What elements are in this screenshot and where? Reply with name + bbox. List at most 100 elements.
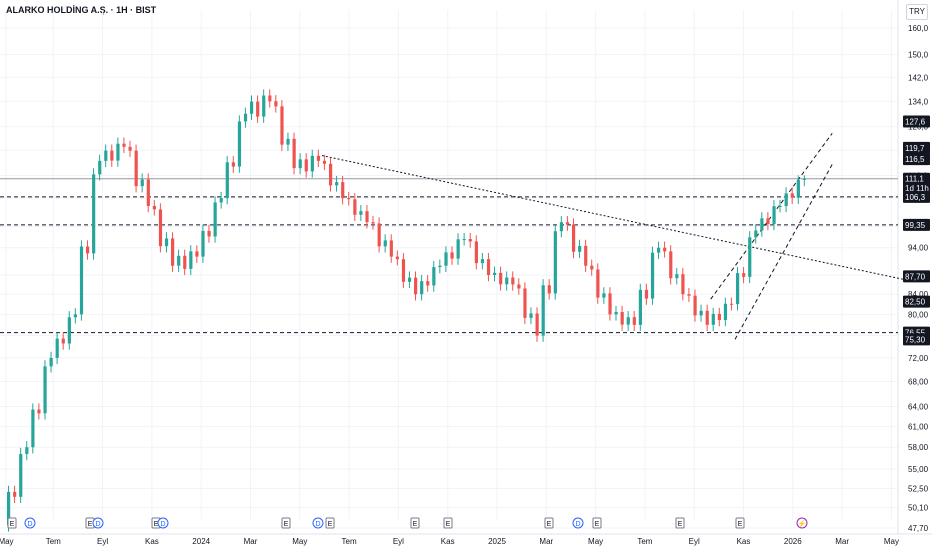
candle xyxy=(620,311,624,325)
dividend-marker[interactable]: D xyxy=(572,517,584,529)
candle xyxy=(347,198,351,200)
candle xyxy=(681,274,685,295)
candle xyxy=(493,272,497,275)
candle xyxy=(632,317,636,325)
event-marker[interactable]: ⚡ xyxy=(796,517,808,529)
candle xyxy=(195,251,199,257)
earnings-icon xyxy=(675,517,685,529)
marker-label: D xyxy=(27,521,32,528)
candle xyxy=(152,205,156,210)
price-tag-label: 111,1 xyxy=(905,175,924,184)
candle xyxy=(158,209,163,247)
trendlines xyxy=(321,133,906,340)
candle xyxy=(104,150,108,161)
candle xyxy=(341,182,345,199)
y-tick-label: 52,50 xyxy=(908,484,929,493)
marker-label: E xyxy=(413,521,418,528)
candle xyxy=(79,246,84,315)
x-tick-label: Mar xyxy=(539,537,553,546)
candle xyxy=(699,310,703,316)
candle xyxy=(760,218,764,231)
candle xyxy=(596,269,600,298)
candle xyxy=(802,178,807,180)
earnings-marker[interactable]: E xyxy=(735,517,745,529)
candle xyxy=(553,231,557,294)
earnings-marker[interactable]: E xyxy=(443,517,453,529)
time-axis[interactable]: May Tem Eyl Kas 2024 Mar May Tem Eyl Kas 2025 Mar Ma… xyxy=(0,537,899,546)
earnings-marker[interactable]: E xyxy=(544,517,554,529)
earnings-icon xyxy=(735,517,745,529)
candle xyxy=(729,303,734,305)
candle xyxy=(122,143,126,147)
candle xyxy=(219,198,223,203)
grid xyxy=(0,0,932,535)
earnings-marker[interactable]: E xyxy=(7,517,17,529)
candle xyxy=(766,218,770,224)
candle xyxy=(505,277,509,285)
earnings-marker[interactable]: E xyxy=(325,517,335,529)
price-tag-bg xyxy=(903,172,930,185)
candle xyxy=(407,277,412,282)
dividend-marker[interactable]: D xyxy=(24,517,36,529)
candle xyxy=(365,211,369,223)
currency-button[interactable]: TRY xyxy=(906,4,928,20)
candle xyxy=(571,224,576,252)
price-tag-label: 127,6 xyxy=(905,117,926,126)
price-tag-label: 75,30 xyxy=(905,335,926,344)
dividend-marker[interactable]: D xyxy=(312,517,324,529)
dividend-icon xyxy=(92,517,104,529)
candle xyxy=(420,281,424,295)
candle xyxy=(85,246,90,254)
candle xyxy=(310,155,314,172)
candle xyxy=(116,143,120,161)
candle xyxy=(225,162,229,199)
earnings-marker[interactable]: E xyxy=(410,517,420,529)
candle xyxy=(638,289,642,325)
candle xyxy=(401,259,406,282)
horizontal-levels xyxy=(0,178,898,334)
candle xyxy=(663,247,667,252)
candle xyxy=(146,179,150,206)
candle xyxy=(626,317,630,325)
candle xyxy=(328,163,333,186)
y-tick-label: 58,00 xyxy=(908,443,929,452)
candle xyxy=(742,273,746,277)
candle xyxy=(316,155,321,161)
marker-label: E xyxy=(547,521,552,528)
earnings-icon xyxy=(544,517,554,529)
price-tag: 111,1 xyxy=(903,172,930,185)
marker-label: E xyxy=(88,521,93,528)
candle xyxy=(274,101,278,107)
candle xyxy=(474,241,478,264)
earnings-icon xyxy=(410,517,420,529)
dividend-marker[interactable]: D xyxy=(92,517,104,529)
candle xyxy=(164,238,169,247)
earnings-marker[interactable]: E xyxy=(281,517,291,529)
price-tag-label: 87,70 xyxy=(905,272,926,281)
marker-label: D xyxy=(160,521,165,528)
candle xyxy=(584,245,588,266)
candle xyxy=(796,179,800,198)
price-tag: 119,7 xyxy=(903,141,930,154)
candle xyxy=(675,274,679,279)
earnings-marker[interactable]: E xyxy=(151,517,161,529)
event-markers[interactable]: E D E D E D E D E E E E D E E E ⚡ xyxy=(7,517,808,529)
x-tick-label: Mar xyxy=(244,537,258,546)
candle xyxy=(608,293,612,315)
earnings-marker[interactable]: E xyxy=(675,517,685,529)
marker-label: E xyxy=(446,521,451,528)
x-tick-label: 2025 xyxy=(488,537,506,546)
dividend-marker[interactable]: D xyxy=(157,517,169,529)
marker-label: E xyxy=(154,521,159,528)
y-tick-label: 80,00 xyxy=(908,310,929,319)
candle xyxy=(772,206,776,224)
candle xyxy=(687,294,691,296)
split-icon xyxy=(796,517,808,529)
dividend-icon xyxy=(157,517,169,529)
candle xyxy=(140,179,144,187)
candle xyxy=(67,317,71,344)
y-tick-label: 94,00 xyxy=(908,244,929,253)
candle xyxy=(414,277,418,295)
earnings-marker[interactable]: E xyxy=(592,517,602,529)
